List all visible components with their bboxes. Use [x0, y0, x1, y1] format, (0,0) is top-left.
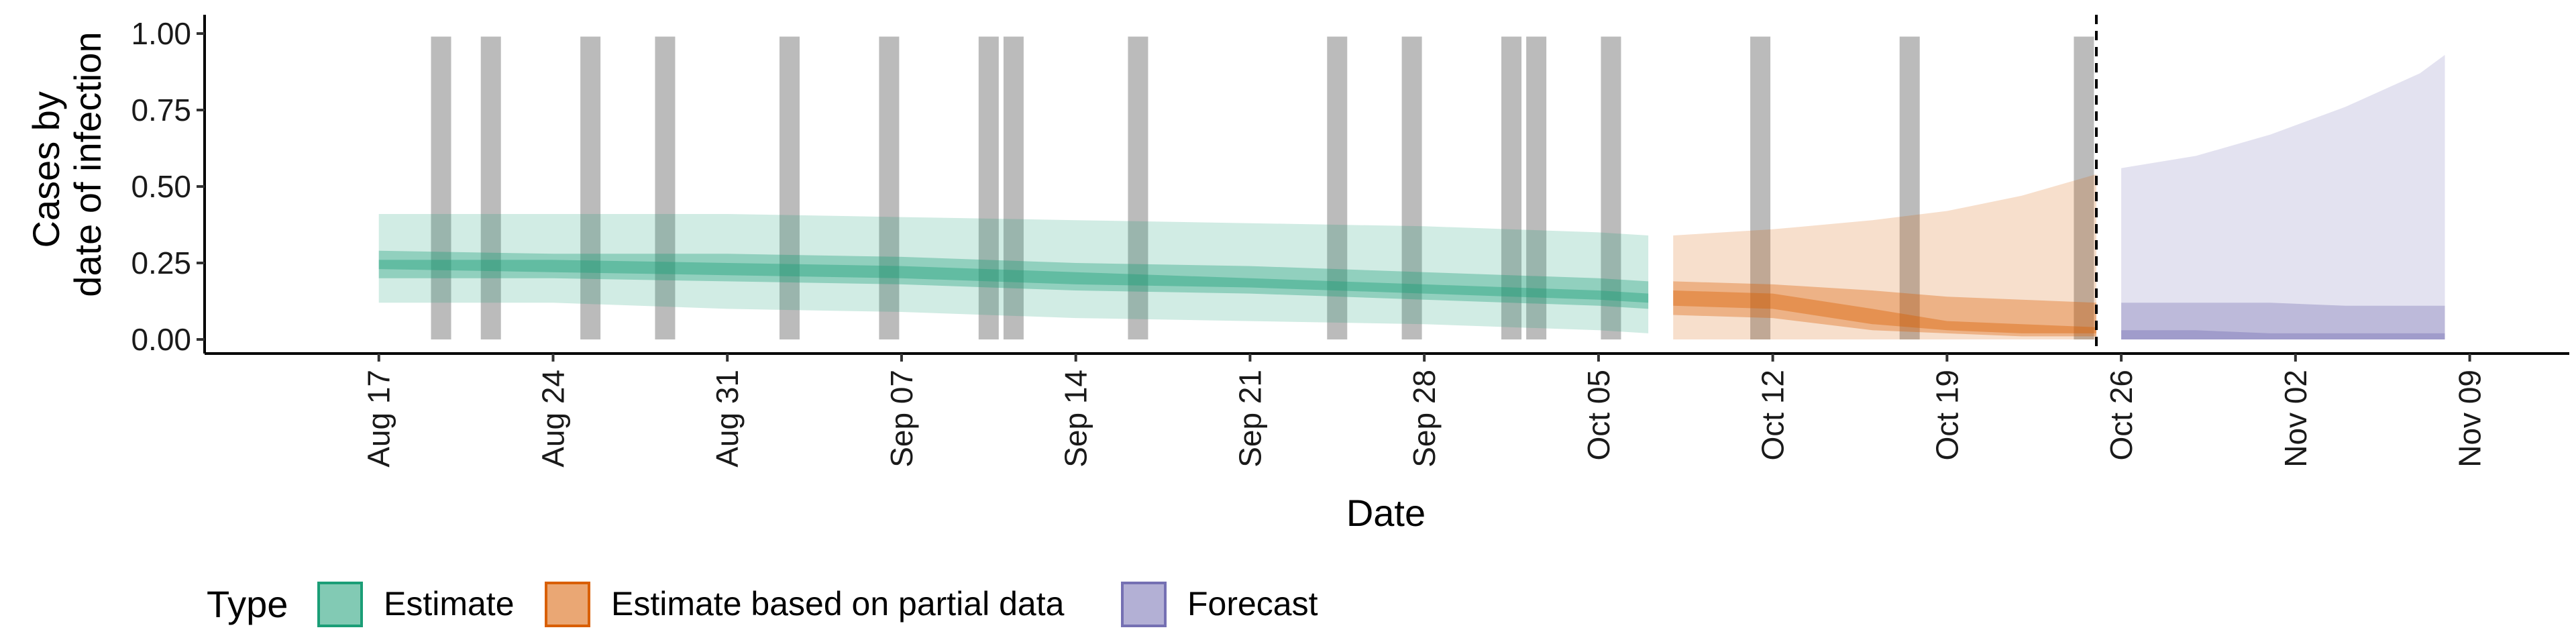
estimate-band-90 [378, 214, 1649, 333]
reported-case-bar [1327, 36, 1348, 340]
reported-case-bar [480, 36, 501, 340]
legend-label-partial: Estimate based on partial data [611, 585, 1065, 623]
reported-case-bar [2074, 36, 2094, 340]
partial-band-50 [1673, 281, 2096, 337]
x-axis-title: Date [1346, 492, 1426, 534]
reported-case-bar [879, 36, 900, 340]
forecast-band-90 [2121, 54, 2445, 340]
x-tick-label: Sep 28 [1407, 370, 1442, 468]
y-axis-title-line-1: Cases by [25, 91, 67, 248]
y-tick-label: 1.00 [131, 16, 191, 51]
reported-case-bar [580, 36, 601, 340]
legend-label-estimate: Estimate [384, 585, 515, 623]
x-tick-label: Oct 05 [1581, 370, 1616, 461]
reported-case-bar [1003, 36, 1024, 340]
legend-label-forecast: Forecast [1187, 585, 1318, 623]
y-axis-title-line-2: date of infection [66, 32, 109, 297]
reported-case-bar [1750, 36, 1771, 340]
legend: Type Estimate Estimate based on partial … [207, 582, 1318, 627]
partial-band-90 [1673, 174, 2096, 339]
estimate-band-50 [378, 250, 1649, 309]
reported-case-bar [1601, 36, 1621, 340]
reported-case-bar [1401, 36, 1422, 340]
legend-swatch-estimate [317, 582, 363, 627]
y-tick-label: 0.50 [131, 169, 191, 204]
x-tick-label: Sep 21 [1232, 370, 1267, 468]
forecast-band-20 [2121, 330, 2445, 339]
x-tick-label: Nov 09 [2453, 370, 2487, 468]
x-tick-label: Aug 31 [710, 370, 745, 468]
reported-case-bar [1128, 36, 1148, 340]
x-tick-label: Oct 19 [1929, 370, 1964, 461]
reported-case-bar [1899, 36, 1920, 340]
reported-case-bars [431, 36, 2094, 340]
legend-title: Type [207, 583, 288, 625]
y-axis-title: Cases by date of infection [25, 32, 109, 297]
estimate-band-20 [378, 260, 1649, 303]
estimate-bands [378, 54, 2445, 340]
axes: 0.00 0.25 0.50 0.75 1.00 Aug 17 Aug 24 Aug 31 Se… [131, 15, 2569, 468]
legend-swatch-forecast [1121, 582, 1167, 627]
y-tick-label: 0.75 [131, 93, 191, 127]
reported-case-bar [978, 36, 999, 340]
partial-band-20 [1673, 290, 2096, 333]
x-tick-label: Oct 12 [1756, 370, 1790, 461]
x-tick-label: Sep 07 [884, 370, 919, 468]
reported-case-bar [1526, 36, 1547, 340]
reported-case-bar [431, 36, 451, 340]
x-tick-label: Nov 02 [2278, 370, 2313, 468]
y-tick-label: 0.00 [131, 322, 191, 357]
y-tick-label: 0.25 [131, 246, 191, 280]
reported-case-bar [655, 36, 676, 340]
x-tick-label: Oct 26 [2104, 370, 2139, 461]
reported-case-bar [779, 36, 800, 340]
reported-case-bar [1501, 36, 1522, 340]
x-tick-label: Sep 14 [1059, 370, 1093, 468]
x-tick-label: Aug 24 [536, 370, 571, 468]
legend-swatch-partial [545, 582, 590, 627]
forecast-band-50 [2121, 303, 2445, 339]
x-tick-label: Aug 17 [362, 370, 396, 468]
